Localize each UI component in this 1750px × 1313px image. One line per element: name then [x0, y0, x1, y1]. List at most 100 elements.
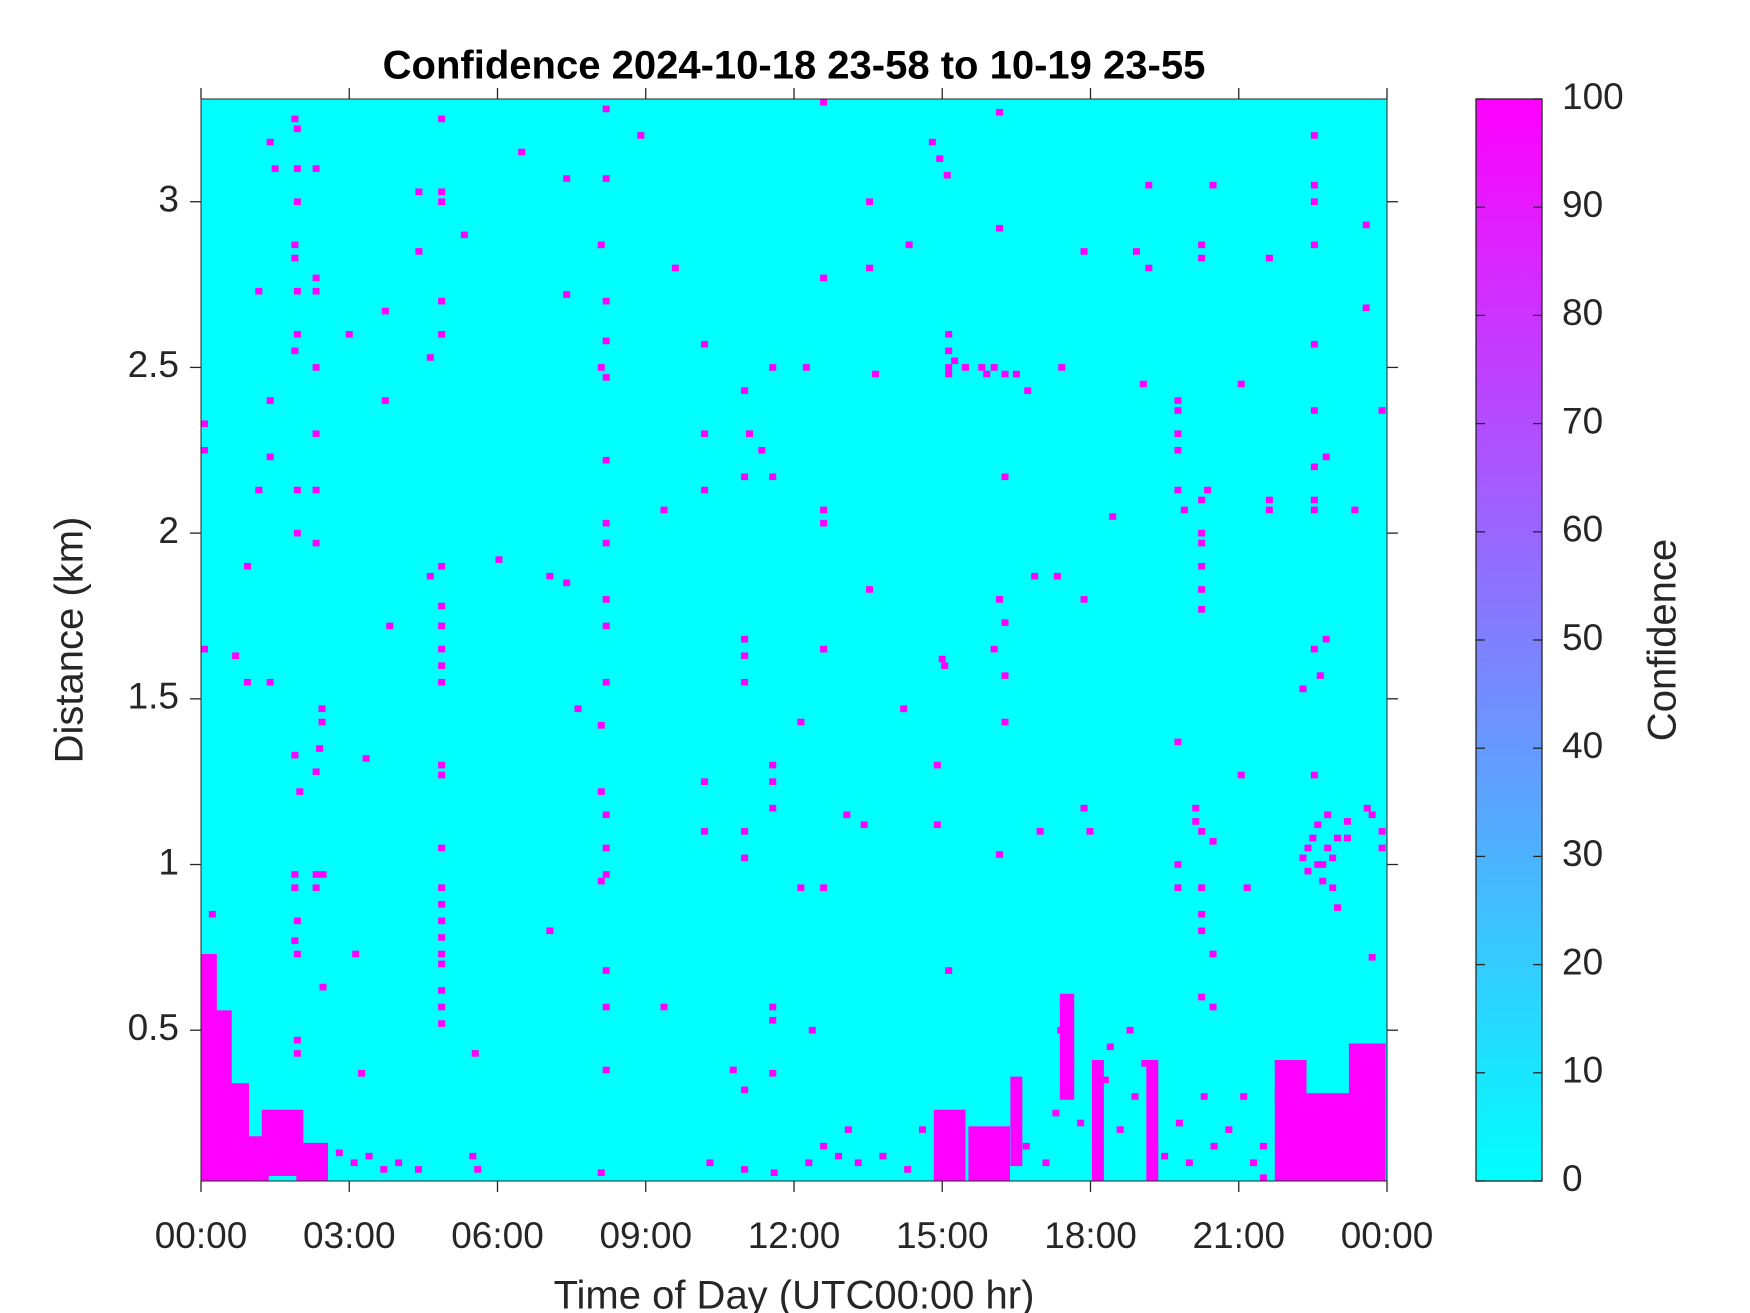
- heatmap-cell: [996, 108, 1004, 116]
- heatmap-cell: [1310, 132, 1318, 139]
- heatmap-cell: [319, 871, 327, 878]
- heatmap-cell: [1329, 884, 1337, 892]
- heatmap-cell: [1378, 407, 1386, 414]
- heatmap-cell: [1265, 506, 1273, 514]
- y-tick-label: 2: [158, 510, 179, 551]
- heatmap-cell: [414, 1166, 422, 1173]
- heatmap-cell: [1378, 844, 1386, 852]
- heatmap-cell: [936, 155, 944, 162]
- heatmap-cell: [996, 596, 1004, 603]
- heatmap-cell: [381, 397, 389, 404]
- heatmap-cell: [602, 967, 610, 974]
- heatmap-cell: [706, 1159, 714, 1167]
- colorbar-label: Confidence: [1641, 539, 1685, 741]
- heatmap-cell: [820, 274, 828, 282]
- heatmap-cell: [1145, 181, 1153, 189]
- heatmap-cell: [701, 430, 709, 438]
- heatmap-cell: [1319, 877, 1327, 885]
- heatmap-cell: [1198, 993, 1206, 1001]
- heatmap-cell: [1086, 828, 1094, 835]
- heatmap-cell: [208, 910, 216, 918]
- heatmap-cell: [1174, 861, 1182, 868]
- heatmap-cell: [602, 1066, 610, 1074]
- heatmap-cell: [1198, 539, 1206, 547]
- heatmap-cell: [438, 198, 446, 206]
- heatmap-cell: [1080, 248, 1088, 255]
- heatmap-cell: [1314, 861, 1322, 868]
- heatmap-cell: [741, 1086, 749, 1094]
- heatmap-cell: [741, 473, 749, 481]
- heatmap-cell: [319, 983, 327, 991]
- x-axis-label: Time of Day (UTC00:00 hr): [554, 1274, 1035, 1313]
- heatmap-cell: [860, 821, 868, 829]
- heatmap-cell: [1250, 1159, 1258, 1167]
- heatmap-cell: [312, 539, 320, 547]
- heatmap-cell: [1145, 264, 1153, 272]
- heatmap-cell: [386, 622, 394, 630]
- heatmap-cell: [1259, 1174, 1267, 1181]
- heatmap-cell: [395, 1159, 403, 1167]
- heatmap-cell: [1053, 572, 1061, 580]
- heatmap-cell: [866, 198, 874, 206]
- heatmap-cell: [438, 844, 446, 852]
- heatmap-cell: [312, 364, 320, 371]
- heatmap-cell: [293, 917, 301, 925]
- heatmap-cell: [350, 1159, 358, 1167]
- heatmap-cell: [345, 330, 353, 338]
- heatmap-cell: [312, 287, 320, 295]
- heatmap-cell: [701, 486, 709, 494]
- heatmap-cell: [293, 950, 301, 958]
- heatmap-cell: [990, 364, 998, 371]
- heatmap-cell: [1198, 496, 1206, 504]
- heatmap-cell: [854, 1159, 862, 1167]
- heatmap-cell: [201, 420, 208, 428]
- y-axis-label: Distance (km): [48, 517, 92, 764]
- heatmap-cell: [438, 917, 446, 925]
- heatmap-cell: [1240, 1093, 1248, 1100]
- heatmap-cell: [1237, 380, 1245, 388]
- heatmap-cell: [1324, 811, 1332, 819]
- heatmap-cell: [602, 596, 610, 603]
- heatmap-cell: [1304, 844, 1312, 852]
- heatmap-cell: [943, 171, 951, 179]
- heatmap-cell: [1198, 910, 1206, 918]
- heatmap-cell: [1310, 645, 1318, 653]
- heatmap-cell: [426, 572, 434, 580]
- heatmap-cell: [266, 453, 274, 461]
- heatmap-cell: [729, 1066, 737, 1074]
- heatmap-cell: [1368, 811, 1376, 819]
- heatmap-cell: [1012, 1093, 1020, 1100]
- heatmap-cell: [438, 188, 446, 196]
- heatmap-cell: [255, 486, 263, 494]
- heatmap-block: [1010, 1076, 1023, 1167]
- heatmap-cell: [769, 761, 777, 769]
- heatmap-cell: [318, 705, 326, 713]
- heatmap-cell: [602, 519, 610, 527]
- heatmap-cell: [1310, 771, 1318, 779]
- heatmap-cell: [291, 937, 299, 945]
- heatmap-cell: [1161, 1152, 1169, 1160]
- heatmap-cell: [291, 115, 299, 123]
- heatmap-block: [933, 1109, 966, 1181]
- heatmap-cell: [1109, 513, 1117, 520]
- heatmap-cell: [1225, 1126, 1233, 1133]
- heatmap-cell: [1343, 818, 1351, 825]
- heatmap-cell: [1209, 1003, 1217, 1011]
- y-tick-label: 1.5: [128, 676, 179, 717]
- heatmap-cell: [293, 287, 301, 295]
- colorbar-tick-label: 40: [1562, 725, 1603, 766]
- heatmap-cell: [293, 529, 301, 537]
- heatmap-cell: [291, 254, 299, 262]
- heatmap-cell: [438, 602, 446, 610]
- heatmap-cell: [312, 884, 320, 892]
- chart-title: Confidence 2024-10-18 23-58 to 10-19 23-…: [383, 44, 1206, 88]
- heatmap-cell: [293, 1050, 301, 1057]
- heatmap-block: [1059, 993, 1075, 1100]
- heatmap-cell: [266, 678, 274, 686]
- heatmap-cell: [438, 987, 446, 994]
- heatmap-cell: [1131, 1093, 1139, 1100]
- heatmap-cell: [438, 662, 446, 669]
- heatmap-cell: [769, 1003, 777, 1011]
- heatmap-cell: [358, 1069, 366, 1077]
- heatmap-cell: [602, 374, 610, 381]
